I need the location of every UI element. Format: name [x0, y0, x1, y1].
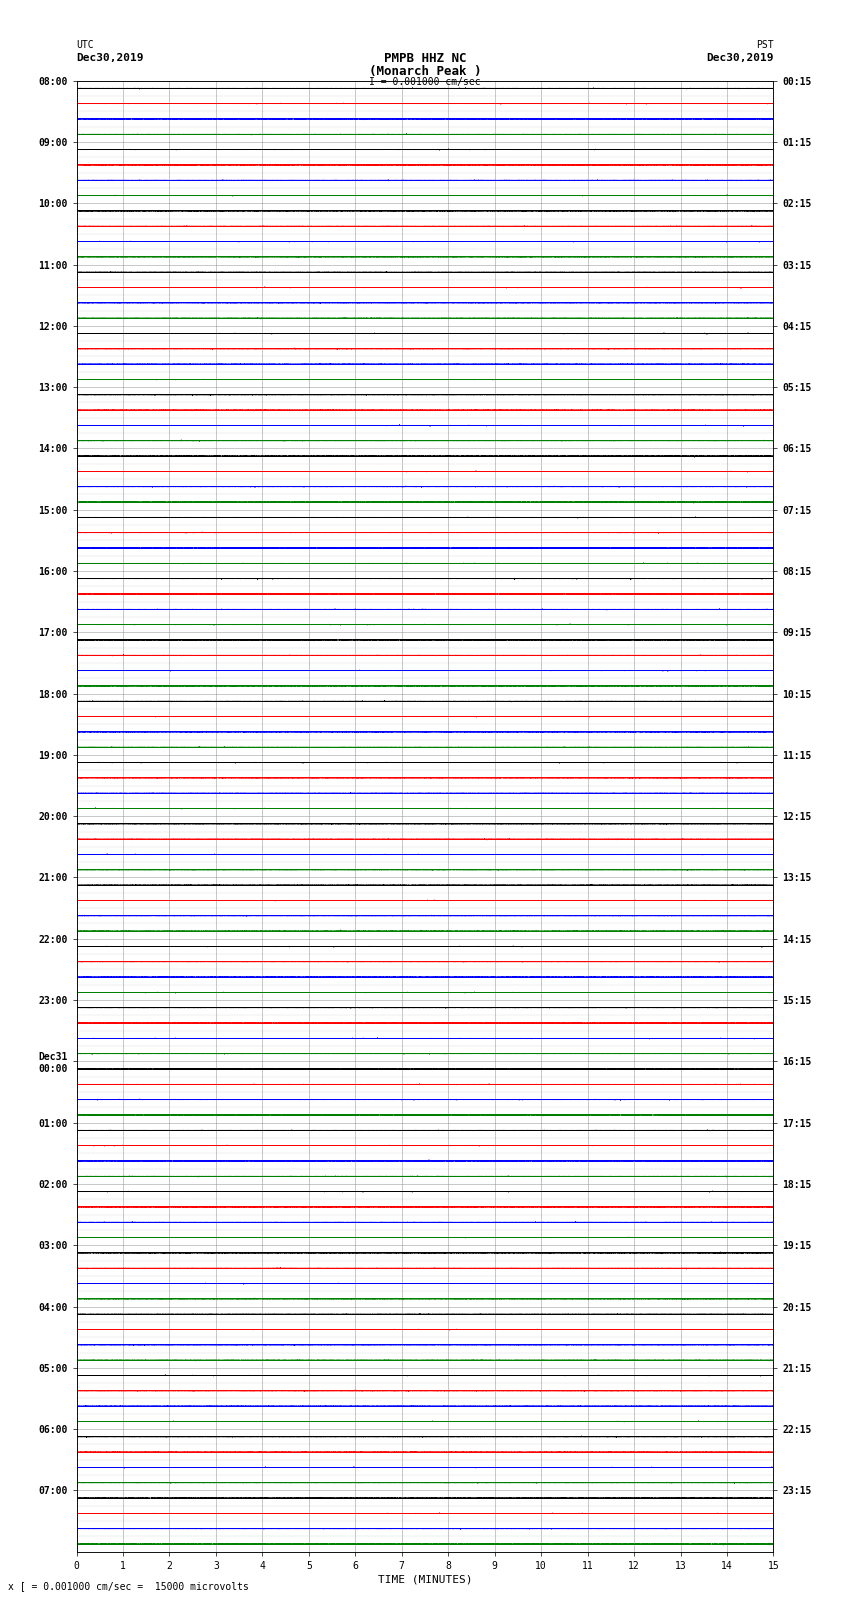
- Text: I = 0.001000 cm/sec: I = 0.001000 cm/sec: [369, 77, 481, 87]
- Text: UTC: UTC: [76, 40, 94, 50]
- Text: Dec30,2019: Dec30,2019: [76, 53, 144, 63]
- Text: PST: PST: [756, 40, 774, 50]
- X-axis label: TIME (MINUTES): TIME (MINUTES): [377, 1574, 473, 1586]
- Text: (Monarch Peak ): (Monarch Peak ): [369, 65, 481, 77]
- Text: Dec30,2019: Dec30,2019: [706, 53, 774, 63]
- Text: x [ = 0.001000 cm/sec =  15000 microvolts: x [ = 0.001000 cm/sec = 15000 microvolts: [8, 1581, 249, 1590]
- Text: PMPB HHZ NC: PMPB HHZ NC: [383, 52, 467, 65]
